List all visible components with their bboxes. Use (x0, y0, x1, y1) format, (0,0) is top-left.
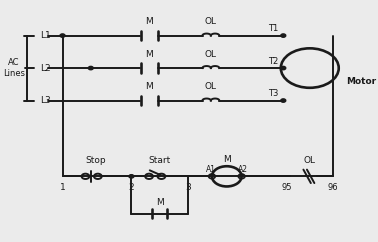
Circle shape (88, 66, 93, 70)
Text: A1: A1 (206, 165, 216, 174)
Text: M: M (145, 82, 153, 91)
Text: M: M (145, 17, 153, 26)
Text: 3: 3 (185, 183, 191, 192)
Text: AC
Lines: AC Lines (3, 58, 25, 78)
Text: T3: T3 (268, 89, 279, 98)
Circle shape (281, 34, 286, 37)
Text: M: M (145, 50, 153, 59)
Text: OL: OL (205, 82, 217, 91)
Text: 2: 2 (129, 183, 134, 192)
Text: L2: L2 (40, 64, 51, 73)
Circle shape (281, 99, 286, 102)
Text: Stop: Stop (86, 156, 106, 165)
Circle shape (60, 34, 65, 37)
Text: 95: 95 (282, 183, 292, 192)
Text: OL: OL (205, 50, 217, 59)
Text: L1: L1 (40, 31, 51, 40)
Text: 1: 1 (60, 183, 65, 192)
Text: Start: Start (149, 156, 171, 165)
Text: 96: 96 (327, 183, 338, 192)
Text: M: M (223, 155, 231, 165)
Text: T1: T1 (268, 24, 279, 33)
Text: Motor: Motor (346, 77, 376, 86)
Text: L3: L3 (40, 96, 51, 105)
Circle shape (129, 175, 134, 178)
Text: OL: OL (304, 156, 316, 165)
Text: OL: OL (205, 17, 217, 26)
Circle shape (281, 66, 286, 70)
Text: T2: T2 (268, 57, 278, 66)
Text: M: M (156, 197, 164, 207)
Text: A2: A2 (238, 165, 248, 174)
